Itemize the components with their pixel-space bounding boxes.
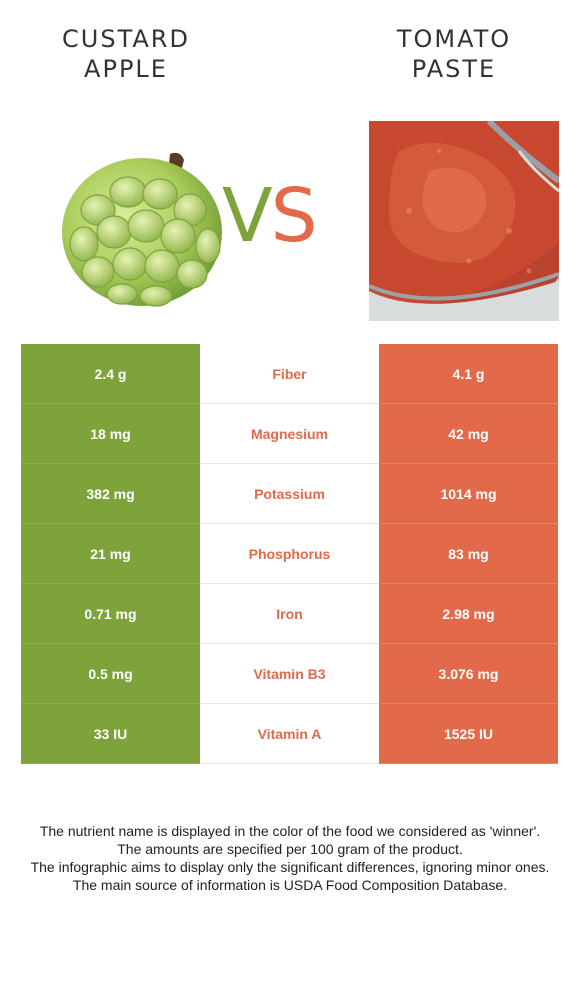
nutrient-name: Iron — [200, 583, 379, 644]
left-food-title: CUSTARD APPLE — [26, 24, 226, 84]
right-value: 83 mg — [379, 523, 558, 584]
versus-v: V — [222, 173, 273, 259]
right-value: 1525 IU — [379, 703, 558, 764]
nutrient-name: Fiber — [200, 344, 379, 404]
right-food-title-line1: TOMATO — [396, 25, 512, 53]
nutrient-row: 2.4 g Fiber 4.1 g — [21, 344, 558, 404]
footnote-4: The main source of information is USDA F… — [72, 877, 508, 893]
right-food-title: TOMATO PASTE — [354, 24, 554, 84]
versus-s: S — [270, 173, 318, 259]
footnote-1: The nutrient name is displayed in the co… — [39, 823, 541, 839]
left-value: 33 IU — [21, 703, 200, 764]
nutrient-row: 0.5 mg Vitamin B3 3.076 mg — [21, 643, 558, 704]
footnotes: The nutrient name is displayed in the co… — [20, 822, 560, 894]
left-food-title-line2: APPLE — [84, 55, 168, 83]
left-value: 21 mg — [21, 523, 200, 584]
nutrient-name: Phosphorus — [200, 523, 379, 584]
nutrient-row: 0.71 mg Iron 2.98 mg — [21, 583, 558, 644]
nutrient-row: 21 mg Phosphorus 83 mg — [21, 523, 558, 584]
left-value: 0.5 mg — [21, 643, 200, 704]
footnote-3: The infographic aims to display only the… — [30, 859, 550, 875]
right-value: 42 mg — [379, 403, 558, 464]
nutrient-name: Potassium — [200, 463, 379, 524]
nutrient-name: Magnesium — [200, 403, 379, 464]
footnote-2: The amounts are specified per 100 gram o… — [117, 841, 463, 857]
left-value: 382 mg — [21, 463, 200, 524]
right-value: 3.076 mg — [379, 643, 558, 704]
right-food-title-line2: PASTE — [411, 55, 497, 83]
nutrient-row: 33 IU Vitamin A 1525 IU — [21, 703, 558, 764]
right-value: 1014 mg — [379, 463, 558, 524]
nutrient-comparison-table: 2.4 g Fiber 4.1 g 18 mg Magnesium 42 mg 382 mg… — [21, 344, 558, 764]
nutrient-row: 382 mg Potassium 1014 mg — [21, 463, 558, 524]
left-food-title-line1: CUSTARD — [62, 25, 190, 53]
tomato-paste-image — [369, 121, 559, 321]
custard-apple-image — [62, 152, 222, 307]
versus-label: VS — [222, 168, 318, 264]
left-value: 2.4 g — [21, 344, 200, 404]
left-value: 18 mg — [21, 403, 200, 464]
nutrient-name: Vitamin B3 — [200, 643, 379, 704]
nutrient-name: Vitamin A — [200, 703, 379, 764]
left-value: 0.71 mg — [21, 583, 200, 644]
right-value: 4.1 g — [379, 344, 558, 404]
nutrient-row: 18 mg Magnesium 42 mg — [21, 403, 558, 464]
right-value: 2.98 mg — [379, 583, 558, 644]
